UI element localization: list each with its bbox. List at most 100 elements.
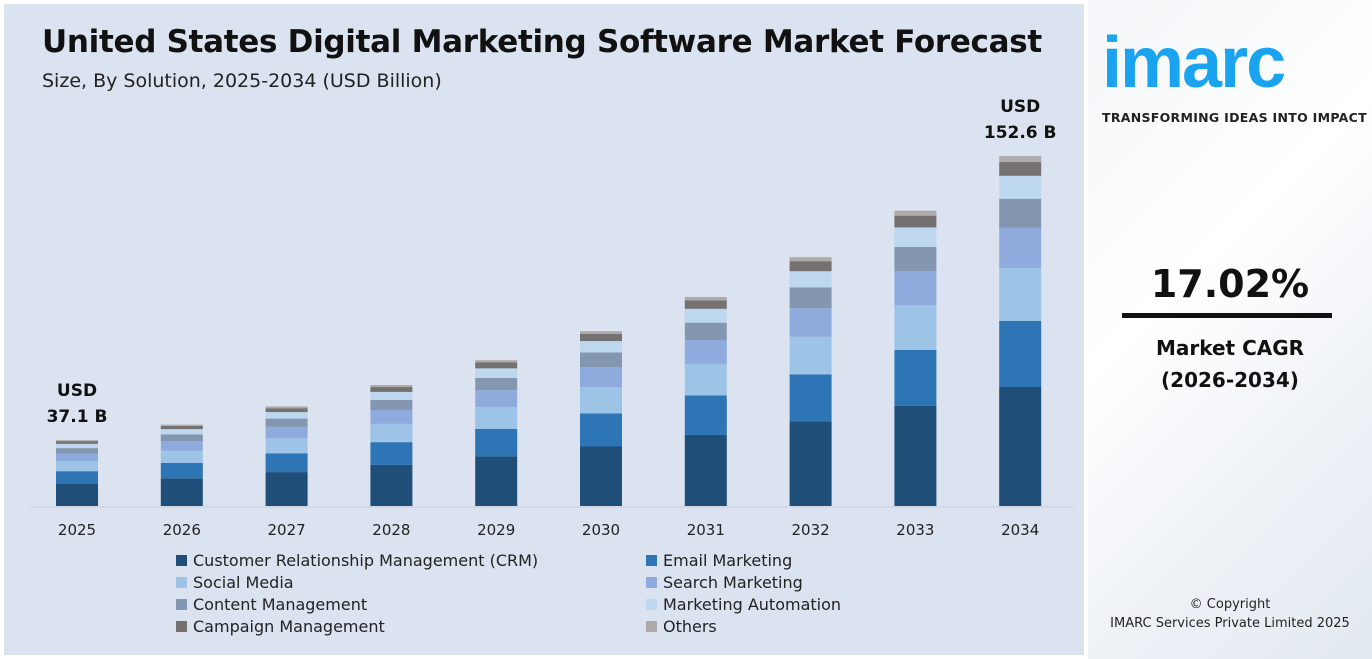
legend-swatch xyxy=(646,577,657,588)
bar-segment-2027-6 xyxy=(265,408,308,413)
bar-segment-2029-6 xyxy=(475,362,518,369)
bar-segment-2028-5 xyxy=(370,391,413,400)
bar-segment-2028-2 xyxy=(370,423,413,443)
legend-label: Search Marketing xyxy=(663,573,803,592)
copyright: © Copyright IMARC Services Private Limit… xyxy=(1088,595,1372,633)
chart-title: United States Digital Marketing Software… xyxy=(42,24,1042,60)
copyright-text: © Copyright xyxy=(1189,597,1271,612)
side-panel: imarc TRANSFORMING IDEAS INTO IMPACT 17.… xyxy=(1088,0,1372,659)
cagr-value: 17.02% xyxy=(1150,262,1310,306)
bar-segment-2026-5 xyxy=(160,429,203,435)
x-tick-label: 2026 xyxy=(163,521,201,539)
x-tick-label: 2027 xyxy=(268,521,306,539)
cagr-label-text: Market CAGR xyxy=(1155,336,1305,360)
legend-label: Campaign Management xyxy=(193,617,385,636)
bar-segment-2034-5 xyxy=(999,175,1042,199)
bar-segment-2029-5 xyxy=(475,368,518,378)
bar-segment-2030-5 xyxy=(580,341,622,353)
bar-segment-2032-0 xyxy=(789,421,832,506)
bar-segment-2031-2 xyxy=(684,363,727,396)
bar-segment-2032-6 xyxy=(789,261,832,272)
bar-segment-2026-0 xyxy=(160,478,203,506)
bar-segment-2032-4 xyxy=(789,287,832,309)
bar-segment-2033-4 xyxy=(894,246,937,272)
legend-item: Search Marketing xyxy=(646,573,803,592)
bar-segment-2033-5 xyxy=(894,227,937,247)
legend-item: Email Marketing xyxy=(646,551,792,570)
total-label-value: 37.1 B xyxy=(47,407,108,427)
bar-segment-2032-5 xyxy=(789,271,832,288)
x-tick-label: 2031 xyxy=(687,521,725,539)
bar-segment-2029-0 xyxy=(475,456,518,506)
bar-segment-2027-1 xyxy=(265,453,308,473)
bar-segment-2027-5 xyxy=(265,412,308,419)
bar-segment-2026-3 xyxy=(160,441,203,451)
bar-segment-2030-3 xyxy=(580,367,622,388)
bar-segment-2030-2 xyxy=(580,387,622,414)
total-label-currency: USD xyxy=(57,381,97,401)
bar-segment-2032-2 xyxy=(789,336,832,375)
legend-item: Others xyxy=(646,617,717,636)
bar-segment-2028-1 xyxy=(370,442,413,465)
legend-swatch xyxy=(646,555,657,566)
bar-segment-2032-7 xyxy=(789,257,832,262)
tagline: TRANSFORMING IDEAS INTO IMPACT xyxy=(1102,110,1367,125)
bar-segment-2033-7 xyxy=(894,210,937,216)
bar-segment-2034-4 xyxy=(999,198,1042,228)
bar-segment-2027-2 xyxy=(265,438,308,454)
bar-segment-2029-2 xyxy=(475,406,518,429)
legend-label: Marketing Automation xyxy=(663,595,842,614)
x-tick-label: 2029 xyxy=(477,521,515,539)
cagr-label: Market CAGR (2026-2034) xyxy=(1088,332,1372,396)
bar-segment-2030-7 xyxy=(580,331,622,334)
bar-segment-2025-3 xyxy=(56,453,98,462)
company-name: IMARC Services Private Limited 2025 xyxy=(1110,616,1350,631)
bar-segment-2028-7 xyxy=(370,385,413,388)
chart-panel: United States Digital Marketing Software… xyxy=(4,4,1084,655)
legend-swatch xyxy=(646,621,657,632)
bar-segment-2031-6 xyxy=(684,300,727,309)
bar-segment-2031-1 xyxy=(684,395,727,435)
bar-segment-2025-4 xyxy=(56,448,98,454)
bar-segment-2026-2 xyxy=(160,450,203,463)
legend-label: Social Media xyxy=(193,573,294,592)
bar-segment-2025-1 xyxy=(56,471,98,484)
x-tick-label: 2025 xyxy=(58,521,96,539)
legend-label: Email Marketing xyxy=(663,551,793,570)
bar-segment-2031-4 xyxy=(684,322,727,340)
bar-segment-2028-3 xyxy=(370,410,413,424)
legend-swatch xyxy=(176,577,187,588)
bar-segment-2030-6 xyxy=(580,333,622,342)
legend-swatch xyxy=(176,555,187,566)
bar-segment-2029-3 xyxy=(475,390,518,407)
x-tick-label: 2028 xyxy=(372,521,410,539)
x-tick-label: 2034 xyxy=(1001,521,1039,539)
bar-segment-2033-1 xyxy=(894,349,937,406)
x-tick-label: 2030 xyxy=(582,521,620,539)
bar-segment-2029-1 xyxy=(475,428,518,457)
bar-segment-2034-1 xyxy=(999,320,1042,387)
bar-segment-2026-4 xyxy=(160,434,203,442)
bar-segment-2026-7 xyxy=(160,424,203,426)
bar-segment-2030-0 xyxy=(580,446,622,506)
bar-segment-2034-6 xyxy=(999,162,1042,176)
bar-segment-2033-2 xyxy=(894,305,937,350)
legend-swatch xyxy=(176,621,187,632)
bar-segment-2027-0 xyxy=(265,472,308,506)
legend-label: Others xyxy=(663,617,717,636)
bar-segment-2031-7 xyxy=(684,296,727,301)
bar-segment-2027-7 xyxy=(265,406,308,409)
legend-swatch xyxy=(646,599,657,610)
divider xyxy=(1122,313,1332,318)
bar-segment-2032-1 xyxy=(789,374,832,422)
chart-subtitle: Size, By Solution, 2025-2034 (USD Billio… xyxy=(42,70,442,92)
bar-segment-2033-3 xyxy=(894,271,937,306)
bar-segment-2025-6 xyxy=(56,441,98,444)
legend-item: Marketing Automation xyxy=(646,595,841,614)
total-label-value: 152.6 B xyxy=(984,123,1057,143)
total-label-currency: USD xyxy=(1000,97,1040,117)
bar-segment-2026-1 xyxy=(160,462,203,479)
bar-segment-2031-3 xyxy=(684,339,727,364)
bar-segment-2034-7 xyxy=(999,156,1042,163)
legend-label: Customer Relationship Management (CRM) xyxy=(193,551,539,570)
